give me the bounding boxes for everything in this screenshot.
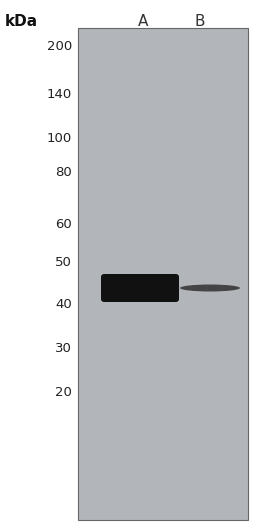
Text: 40: 40 [55,298,72,312]
Text: 50: 50 [55,255,72,269]
Bar [78,28,248,520]
Ellipse shape [180,285,240,292]
Text: 20: 20 [55,387,72,400]
Text: kDa: kDa [5,14,38,29]
Text: B: B [195,14,205,29]
Text: 60: 60 [55,218,72,230]
Text: 140: 140 [47,88,72,102]
FancyBboxPatch shape [101,274,179,302]
Text: 200: 200 [47,40,72,54]
Text: 80: 80 [55,167,72,179]
Text: 100: 100 [47,131,72,145]
Text: A: A [138,14,148,29]
Text: 30: 30 [55,343,72,355]
